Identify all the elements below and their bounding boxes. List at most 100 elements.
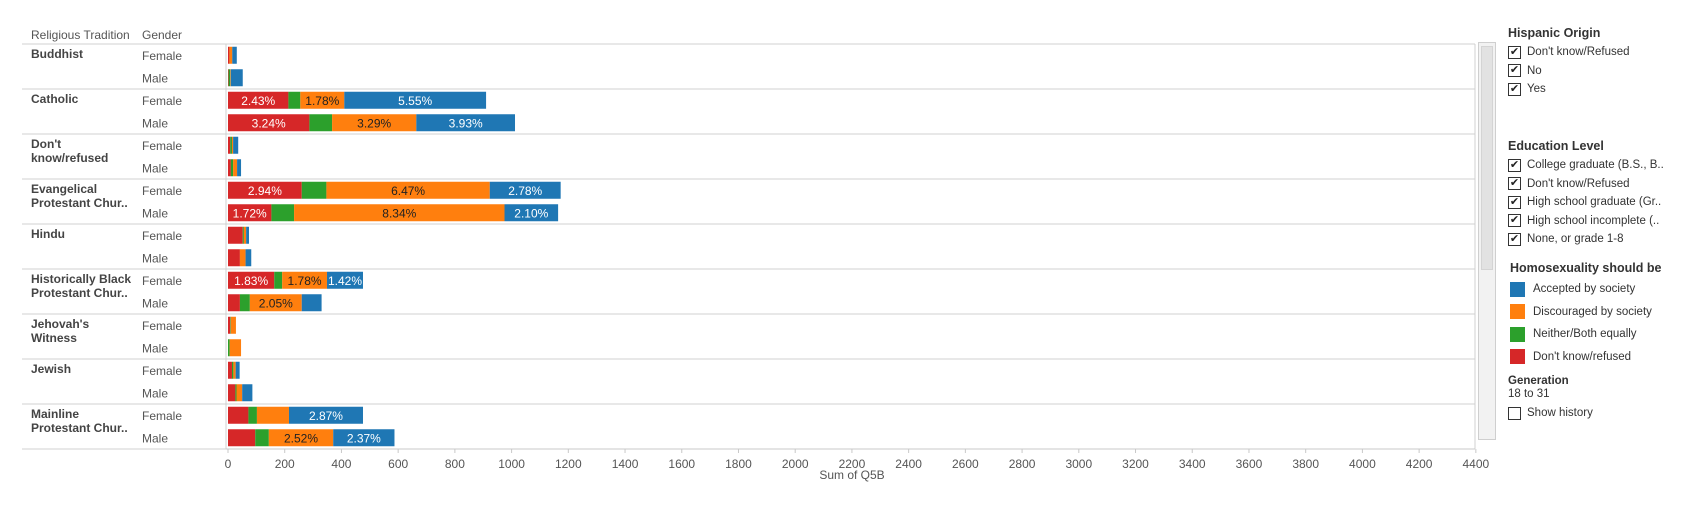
education-level-filter: Education Level ✔ College graduate (B.S.,… — [1508, 139, 1688, 249]
checkbox-icon[interactable]: ✔ — [1508, 82, 1521, 96]
hispanic-origin-filter: Hispanic Origin ✔ Don't know/Refused ✔ No ✔ Y… — [1508, 26, 1688, 99]
bar-segment — [228, 316, 231, 334]
education-level-title: Education Level — [1508, 139, 1604, 153]
education-filter-item[interactable]: ✔ College graduate (B.S., B.. — [1508, 156, 1688, 175]
legend-item[interactable]: Don't know/refused — [1510, 346, 1690, 369]
bar-segment — [239, 294, 250, 312]
checkbox-icon[interactable]: ✔ — [1508, 158, 1521, 172]
x-tick-label: 400 — [331, 457, 351, 471]
hispanic-filter-label: Yes — [1527, 83, 1546, 96]
checkbox-icon[interactable]: ✔ — [1508, 64, 1521, 78]
bar-segment — [228, 91, 289, 109]
checkbox-icon[interactable]: ✔ — [1508, 195, 1521, 209]
bar-segment — [239, 249, 246, 267]
bar-segment — [504, 204, 559, 222]
religion-label: Catholic — [31, 92, 79, 106]
gender-label: Female — [142, 274, 182, 288]
bar-segment — [301, 181, 327, 199]
bar-segment — [245, 249, 252, 267]
education-filter-label: High school graduate (Gr.. — [1527, 196, 1662, 209]
bar-data-label: 2.52% — [284, 431, 318, 445]
checkbox-icon[interactable]: ✔ — [1508, 232, 1521, 246]
bar-segment — [326, 271, 363, 289]
bar-segment — [230, 69, 243, 87]
bar-segment — [256, 406, 289, 424]
education-filter-item[interactable]: ✔ High school incomplete (.. — [1508, 212, 1688, 231]
bar-segment — [229, 339, 242, 357]
hispanic-origin-list: ✔ Don't know/Refused ✔ No ✔ Yes — [1508, 43, 1688, 99]
legend-item[interactable]: Discouraged by society — [1510, 301, 1690, 324]
bar-segment — [489, 181, 561, 199]
checkbox-icon[interactable] — [1508, 406, 1521, 420]
gender-label: Male — [142, 71, 168, 85]
bar-segment — [230, 159, 234, 177]
bar-segment — [228, 136, 231, 154]
bar-segment — [248, 406, 257, 424]
hispanic-origin-title: Hispanic Origin — [1508, 26, 1601, 40]
hispanic-filter-item[interactable]: ✔ Don't know/Refused — [1508, 43, 1688, 62]
x-tick-label: 200 — [275, 457, 295, 471]
bar-segment — [230, 69, 231, 87]
bar-segment — [228, 204, 272, 222]
gender-label: Female — [142, 319, 182, 333]
bar-segment — [231, 361, 234, 379]
gender-label: Female — [142, 94, 182, 108]
education-filter-item[interactable]: ✔ None, or grade 1-8 — [1508, 230, 1688, 249]
bar-segment — [228, 294, 240, 312]
x-tick-label: 1600 — [668, 457, 695, 471]
bar-segment — [228, 271, 275, 289]
education-filter-label: Don't know/Refused — [1527, 177, 1630, 190]
religion-label: Buddhist — [31, 47, 83, 61]
legend-label: Don't know/refused — [1533, 350, 1632, 363]
bar-segment — [332, 114, 417, 132]
legend-label: Discouraged by society — [1533, 305, 1652, 318]
legend-item[interactable]: Accepted by society — [1510, 278, 1690, 301]
bar-segment — [416, 114, 516, 132]
bar-data-label: 1.42% — [328, 274, 362, 288]
gender-label: Male — [142, 386, 168, 400]
checkbox-icon[interactable]: ✔ — [1508, 177, 1521, 191]
bar-segment — [268, 429, 334, 447]
gender-column-header: Gender — [142, 28, 182, 42]
x-tick-label: 0 — [225, 457, 232, 471]
bar-data-label: 5.55% — [398, 94, 432, 108]
religion-label: Mainline Protestant Chur.. — [31, 407, 128, 435]
education-filter-item[interactable]: ✔ High school graduate (Gr.. — [1508, 193, 1688, 212]
bar-segment — [228, 249, 240, 267]
vertical-scrollbar[interactable] — [1478, 42, 1496, 440]
legend-item[interactable]: Neither/Both equally — [1510, 323, 1690, 346]
checkbox-icon[interactable]: ✔ — [1508, 45, 1521, 59]
x-tick-label: 1400 — [612, 457, 639, 471]
scrollbar-thumb[interactable] — [1481, 46, 1493, 270]
checkbox-icon[interactable]: ✔ — [1508, 214, 1521, 228]
bar-segment — [249, 294, 302, 312]
education-filter-label: College graduate (B.S., B.. — [1527, 159, 1664, 172]
bar-segment — [235, 384, 237, 402]
bar-segment — [228, 69, 231, 87]
bar-data-label: 2.10% — [514, 206, 548, 220]
education-filter-item[interactable]: ✔ Don't know/Refused — [1508, 175, 1688, 194]
show-history-toggle[interactable]: Show history — [1508, 404, 1688, 423]
x-tick-label: 2000 — [782, 457, 809, 471]
bar-segment — [228, 226, 243, 244]
bar-segment — [228, 181, 302, 199]
x-tick-label: 800 — [445, 457, 465, 471]
x-tick-label: 1800 — [725, 457, 752, 471]
bar-segment — [230, 136, 232, 154]
x-tick-label: 3400 — [1179, 457, 1206, 471]
hispanic-filter-item[interactable]: ✔ Yes — [1508, 80, 1688, 99]
gender-label: Male — [142, 431, 168, 445]
legend-label: Accepted by society — [1533, 283, 1636, 296]
religion-label: Jehovah's Witness — [31, 317, 90, 345]
x-tick-label: 2400 — [895, 457, 922, 471]
color-legend: Homosexuality should be Accepted by soci… — [1510, 261, 1690, 368]
bar-segment — [228, 159, 231, 177]
bar-data-label: 3.24% — [252, 116, 286, 130]
bar-data-label: 6.47% — [391, 184, 425, 198]
legend-title: Homosexuality should be — [1510, 261, 1662, 275]
x-tick-label: 3000 — [1065, 457, 1092, 471]
religion-label: Hindu — [31, 227, 65, 241]
hispanic-filter-item[interactable]: ✔ No — [1508, 62, 1688, 81]
bar-segment — [344, 91, 487, 109]
